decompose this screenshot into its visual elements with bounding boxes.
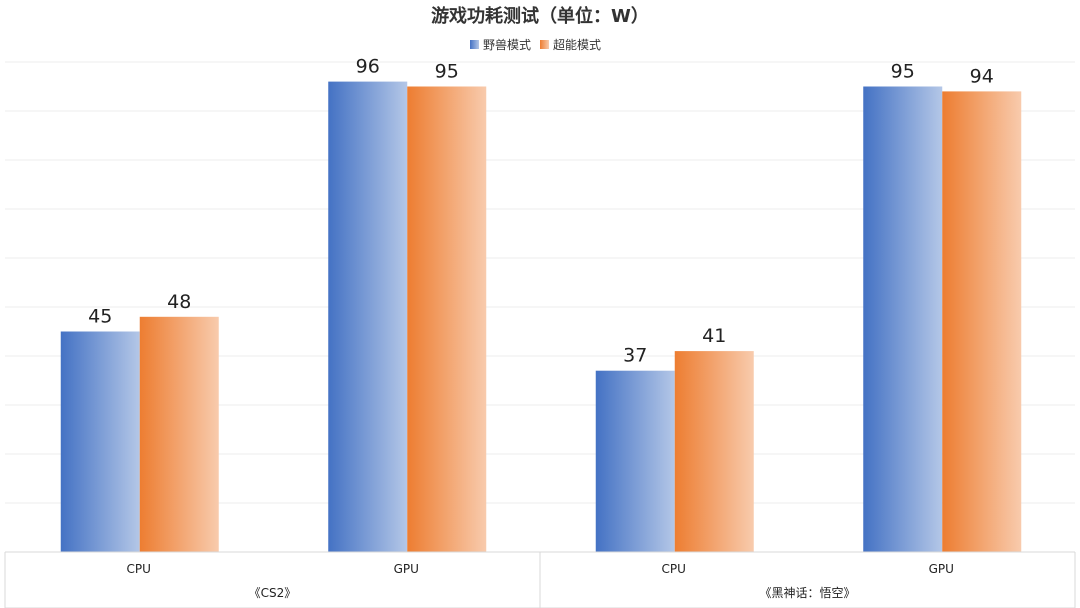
group-label: 《黑神话：悟空》 [759,585,855,600]
data-label: 94 [970,65,994,87]
bar [674,351,754,552]
legend-label: 野兽模式 [483,38,531,52]
legend-swatch [470,40,479,49]
group-label: 《CS2》 [249,586,297,600]
legend-label: 超能模式 [553,37,601,52]
category-axis: CPU GPU CPU GPU 《CS2》 《黑神话：悟空》 [4,551,1076,608]
tick-label: CPU [662,562,686,576]
bar [139,316,219,552]
data-label: 95 [435,61,459,83]
tick-label: GPU [394,562,419,576]
data-label: 96 [356,56,380,78]
data-label: 95 [891,61,915,83]
chart-title: 游戏功耗测试（单位：W） [431,5,649,27]
data-label: 45 [88,306,112,328]
bar [863,86,943,552]
bar [407,86,487,552]
bar [595,370,675,552]
data-label: 37 [623,345,647,367]
tick-label: GPU [929,562,954,576]
tick-label: CPU [127,562,151,576]
bars [60,81,1022,553]
bar [942,91,1022,553]
data-labels: 45 48 96 95 37 41 95 94 [88,56,994,367]
legend-swatch [540,40,549,49]
legend: 野兽模式 超能模式 [470,37,601,52]
data-label: 41 [702,325,726,347]
bar [328,81,408,552]
bar [60,331,140,552]
data-label: 48 [167,291,191,313]
